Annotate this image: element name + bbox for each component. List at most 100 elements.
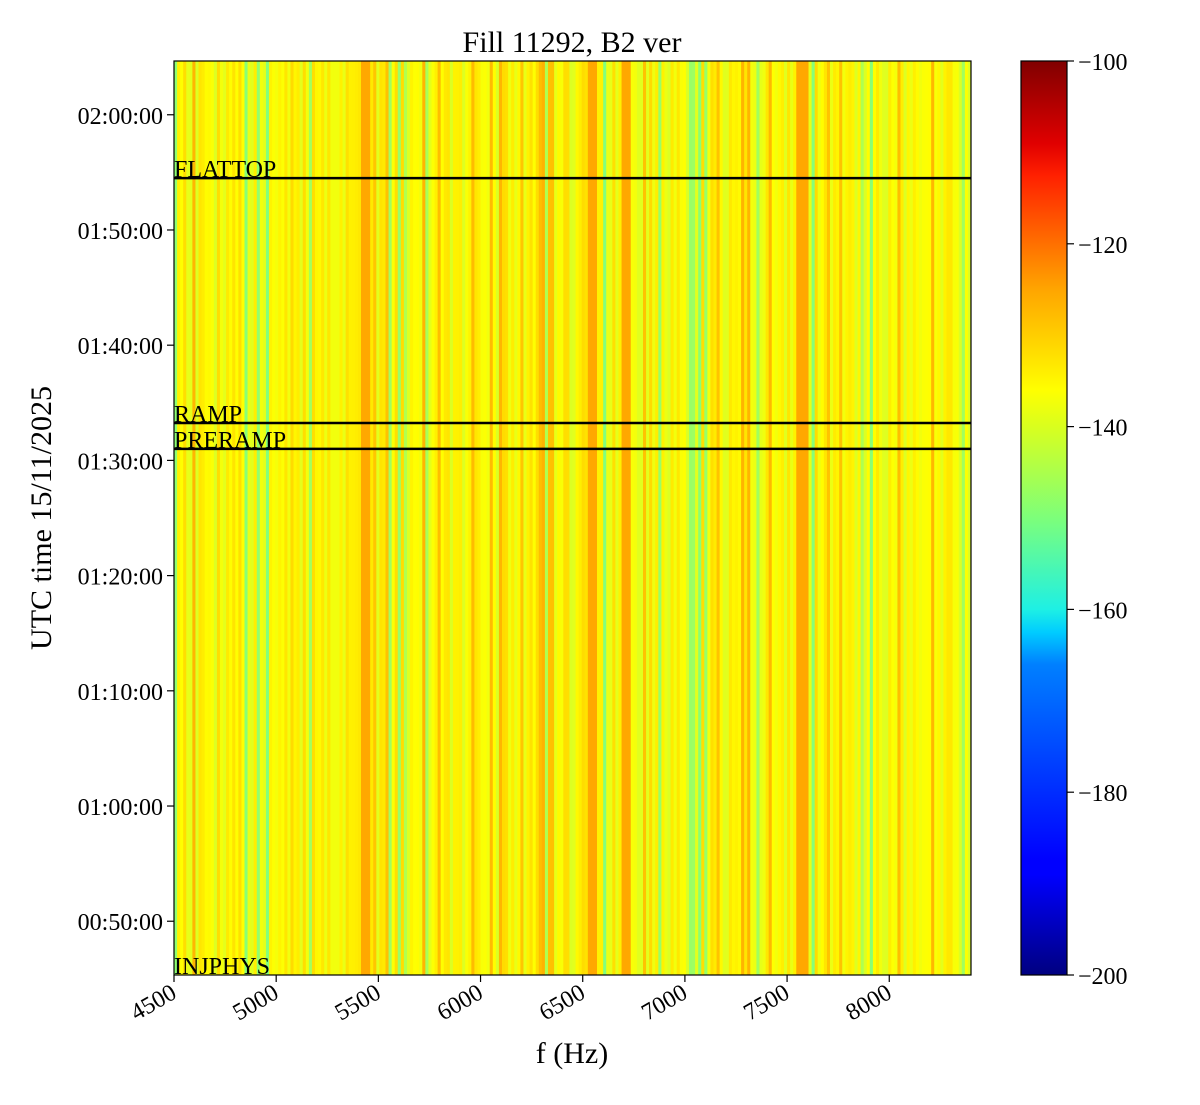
heatmap-cell [348,61,353,975]
heatmap-cell [219,61,224,975]
heatmap-cell [241,61,245,975]
y-tick-label: 01:20:00 [78,565,163,591]
heatmap-cell [581,61,586,975]
heatmap-cell [597,61,601,975]
heatmap-cell [688,61,693,975]
heatmap-cell [394,61,399,975]
heatmap-cell [756,61,760,975]
heatmap-cell [333,61,337,975]
heatmap-cell [253,61,258,975]
heatmap-cell [603,61,607,975]
heatmap-cell [235,61,239,975]
colorbar-tick-label: −200 [1078,964,1128,990]
heatmap-cell [272,61,276,975]
heatmap-cell [612,61,616,975]
heatmap-cell [673,61,678,975]
heatmap-cell [719,61,724,975]
heatmap-cell [879,61,883,975]
heatmap-cell [281,61,285,975]
heatmap-cell [480,61,485,975]
heatmap-cell [667,61,671,975]
heatmap-cell [186,61,190,975]
heatmap-cell [624,61,629,975]
y-tick-label: 00:50:00 [78,910,163,936]
heatmap-cell [318,61,322,975]
heatmap-cell [311,61,316,975]
heatmap-cell [486,61,491,975]
heatmap-cell [762,61,767,975]
heatmap-cell [811,61,816,975]
heatmap-cell [547,61,552,975]
phase-label: PRERAMP [174,428,286,454]
heatmap-cell [707,61,711,975]
heatmap-cell [425,61,429,975]
heatmap-cell [483,61,488,975]
phase-label: INJPHYS [174,954,270,980]
heatmap-cell [903,61,908,975]
y-tick-label: 01:00:00 [78,795,163,821]
heatmap-cell [952,61,957,975]
heatmap-cell [747,61,751,975]
heatmap-cell [716,61,721,975]
heatmap-cell [397,61,402,975]
heatmap-cell [563,61,567,975]
heatmap-cell [728,61,733,975]
heatmap-cell [695,61,699,975]
heatmap-cell [400,61,405,975]
heatmap-cell [302,61,307,975]
heatmap-cell [845,61,849,975]
y-tick-label: 02:00:00 [78,104,163,130]
heatmap-cell [759,61,763,975]
heatmap-cell [305,61,310,975]
heatmap-cell [551,61,555,975]
heatmap-cell [566,61,570,975]
heatmap-cell [278,61,282,975]
heatmap-cell [434,61,439,975]
heatmap-cell [192,61,196,975]
heatmap-cell [937,61,941,975]
heatmap-cell [437,61,442,975]
heatmap-cell [514,61,518,975]
heatmap-cell [204,61,209,975]
heatmap-cell [676,61,681,975]
heatmap-cell [367,61,371,975]
heatmap-cell [829,61,834,975]
heatmap-cell [477,61,481,975]
heatmap-cell [216,61,221,975]
heatmap-cell [428,61,432,975]
heatmap-cell [964,61,969,975]
heatmap-cell [753,61,757,975]
heatmap-cell [459,61,463,975]
heatmap-cell [808,61,812,975]
heatmap-cell [373,61,377,975]
colorbar-tick-label: −160 [1078,598,1128,624]
heatmap-cell [784,61,788,975]
heatmap-cell [505,61,509,975]
heatmap-cell [633,61,638,975]
heatmap-cell [262,61,267,975]
heatmap-cell [925,61,929,975]
heatmap-cell [955,61,960,975]
y-axis-label: UTC time 15/11/2025 [25,386,58,650]
heatmap-cell [492,61,497,975]
heatmap-cell [710,61,714,975]
heatmap-cell [370,61,374,975]
heatmap-cell [247,61,252,975]
heatmap-cell [725,61,730,975]
heatmap-cell [232,61,236,975]
heatmap-cell [639,61,644,975]
heatmap-cell [685,61,690,975]
heatmap-cell [894,61,898,975]
heatmap-cell [790,61,794,975]
heatmap-cell [587,61,592,975]
heatmap-cell [572,61,576,975]
heatmap-cell [198,61,202,975]
heatmap-cell [661,61,665,975]
heatmap-cell [520,61,524,975]
heatmap-cell [290,61,294,975]
heatmap-cell [609,61,613,975]
heatmap-cell [354,61,359,975]
heatmap-cell [823,61,828,975]
heatmap-cell [872,61,877,975]
heatmap-cell [900,61,904,975]
